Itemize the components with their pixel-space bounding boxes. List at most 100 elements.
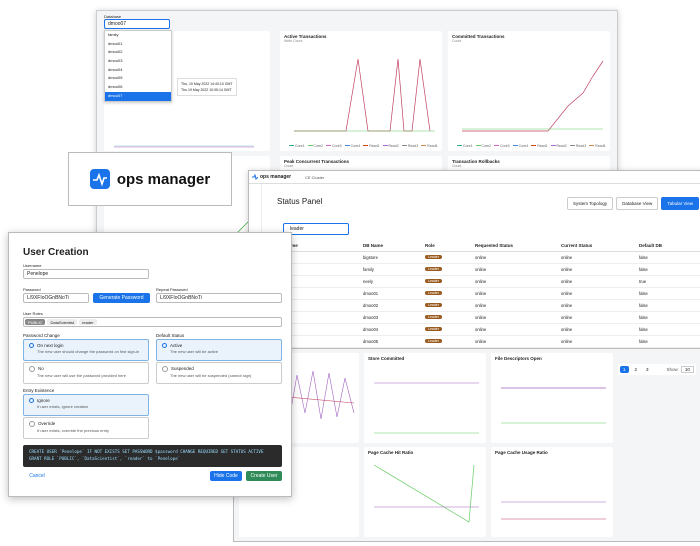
legend-swatch [531, 145, 537, 146]
chart-lines [373, 464, 479, 523]
option-title-text: Override [38, 421, 56, 427]
option-title: No [29, 366, 143, 372]
radio [29, 366, 35, 372]
radio [29, 398, 34, 404]
table-cell: false [639, 327, 648, 332]
legend-swatch [589, 145, 595, 146]
legend-swatch [363, 145, 369, 146]
generate-button[interactable]: Generate Password [93, 293, 150, 303]
table-cell: online [561, 339, 573, 344]
option-title-text: No [38, 366, 44, 372]
group-label: Entry Existence [23, 388, 55, 393]
group-label: Password Change [23, 333, 60, 338]
legend-swatch [457, 145, 462, 146]
repeat-input[interactable]: L/9XFIoOGnBNoTi [156, 293, 282, 303]
legend-label: Read2 [388, 144, 399, 148]
database-option[interactable]: dmoo06 [108, 84, 123, 90]
radio-option[interactable]: No The new user will use the password pro… [23, 362, 149, 384]
database-option[interactable]: dmoo02 [108, 49, 123, 55]
search[interactable]: leader [283, 223, 349, 235]
database-option[interactable]: dmoo01 [108, 40, 123, 46]
password-input[interactable]: L/9XFIoOGnBNoTi [23, 293, 89, 303]
cancel-button[interactable]: Cancel [29, 473, 45, 479]
database-option[interactable]: dmoo04 [108, 66, 123, 72]
status-panel: ops manager CE Cluster Status Panel Syst… [248, 170, 700, 360]
table-cell: online [561, 279, 573, 284]
create-button[interactable]: Create User [246, 471, 282, 481]
brand-icon [252, 174, 258, 180]
table-cell: dmoo05 [363, 339, 379, 344]
radio-option[interactable]: Active The new user will be active [156, 339, 282, 361]
table-row: dmoo05 Leader online online false [263, 336, 700, 348]
radio-option[interactable]: On next login The new user should change … [23, 339, 149, 361]
label: User Roles [23, 311, 43, 316]
chart-lines [294, 58, 435, 132]
view-button[interactable]: System Topology [566, 197, 614, 210]
code-line: GRANT ROLE `PUBLIC`, `DataScientist`, `r… [29, 456, 181, 461]
legend-label: Core1 [463, 144, 473, 148]
table-cell: dmoo01 [363, 291, 379, 296]
role-badge: Leader [425, 290, 442, 295]
chart-title: Peak Concurrent Transactions [284, 159, 350, 164]
role-chip[interactable]: reader [79, 319, 97, 325]
chart-card: Page Cache Usage Ratio [491, 447, 613, 537]
table-row: dmoo03 Leader online online false [263, 312, 700, 324]
table-row: neely Leader online online true [263, 276, 700, 288]
radio-option[interactable]: Suspended The new user will be suspended … [156, 362, 282, 384]
top-bar: ops manager CE Cluster [249, 171, 700, 184]
chart-card: Active Transactions Write Count Core1 Cor… [280, 31, 442, 151]
panel-title: Status Panel [277, 197, 323, 206]
column-header: Default DB [639, 243, 663, 248]
role-badge: Leader [425, 254, 442, 259]
view-button[interactable]: Database View [616, 197, 659, 210]
option-desc: The new user will be active [170, 349, 219, 355]
table-cell: online [561, 303, 573, 308]
radio-option[interactable]: Ignore If user exists, ignore creation [23, 394, 149, 416]
table-cell: online [561, 291, 573, 296]
role-chip[interactable]: PUBLIC [25, 319, 46, 325]
page-button[interactable]: 1 [620, 366, 629, 373]
chart-subtitle: Write Count [284, 39, 303, 43]
radio [162, 343, 167, 349]
database-option[interactable]: dmoo03 [108, 58, 123, 64]
hide-code-button[interactable]: Hide Code [210, 471, 242, 481]
dialog-title: User Creation [23, 247, 89, 258]
page-size[interactable]: 10 [680, 366, 694, 373]
page-button[interactable]: 2 [634, 367, 638, 372]
role-badge: Leader [425, 338, 442, 343]
role-chip[interactable]: DataScientist [47, 319, 78, 325]
legend-label: Core2 [481, 144, 492, 148]
database-option[interactable]: family [108, 32, 119, 37]
table-cell: online [561, 315, 573, 320]
table-cell: neely [363, 279, 374, 284]
username-input[interactable]: Penelope [23, 269, 149, 279]
legend-label: Core4 [350, 144, 361, 148]
user-creation-dialog: User Creation Username Penelope Password… [8, 232, 292, 497]
database-select[interactable]: dmoo07 [104, 19, 170, 29]
column-header: Current Status [561, 243, 593, 248]
legend-swatch [289, 145, 294, 146]
database-option[interactable]: dmoo05 [108, 75, 123, 81]
role-badge: Leader [425, 266, 442, 271]
legend-label: Read3 [575, 144, 587, 148]
radio [29, 343, 34, 349]
legend-swatch [569, 145, 575, 146]
legend-label: Core2 [313, 144, 324, 148]
legend-label: Read1 [369, 144, 380, 148]
cluster[interactable]: CE Cluster [305, 174, 325, 180]
column-header: Role [425, 243, 435, 248]
tooltip: Thu, 19 May 2022 14:40:10 GMT Thu 19 May… [177, 78, 237, 96]
roles-input[interactable]: PUBLIC DataScientist reader [23, 317, 282, 327]
database-option[interactable]: dmoo07 [105, 91, 171, 101]
option-title: Suspended [162, 366, 276, 372]
logo-text: ops manager [116, 170, 211, 188]
radio-option[interactable]: Override If user exists, override the pre… [23, 417, 149, 439]
logo-icon [89, 169, 110, 189]
chart-title: Committed Transactions [452, 34, 505, 39]
page-button[interactable]: 3 [646, 367, 649, 372]
legend-swatch [475, 145, 481, 146]
view-button[interactable]: Tabular View [661, 197, 699, 210]
legend-label: Read4 [427, 144, 438, 148]
